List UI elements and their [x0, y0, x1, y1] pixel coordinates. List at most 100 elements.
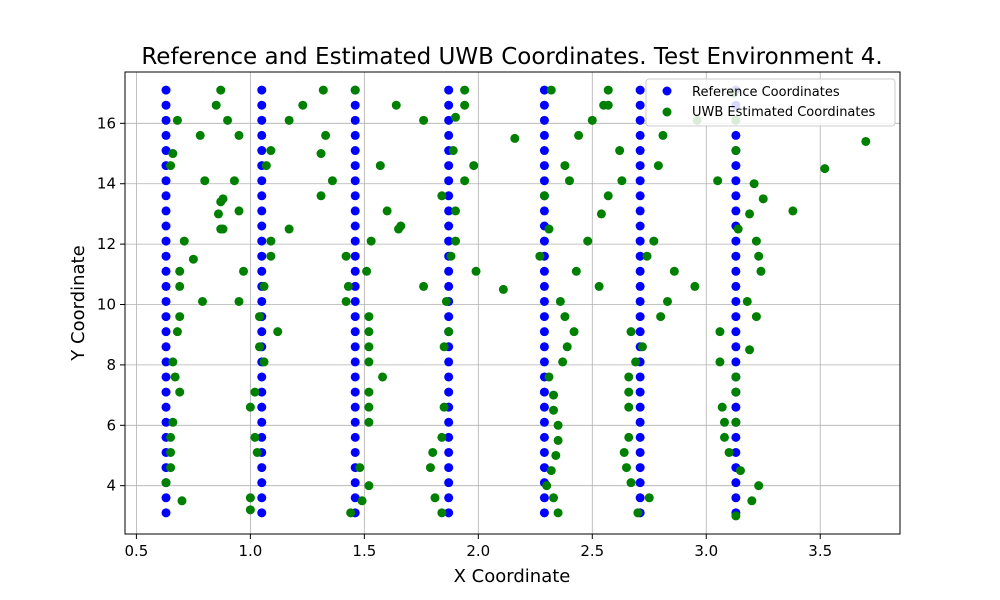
reference-point: [635, 387, 645, 397]
uwb-point: [166, 463, 176, 473]
y-tick-label: 16: [97, 114, 116, 132]
reference-point: [350, 221, 360, 231]
uwb-point: [624, 387, 634, 397]
reference-point: [731, 251, 741, 261]
reference-point: [161, 508, 171, 518]
reference-point: [635, 281, 645, 291]
reference-point: [350, 296, 360, 306]
reference-point: [257, 478, 267, 488]
reference-point: [161, 281, 171, 291]
reference-point: [161, 130, 171, 140]
reference-point: [350, 372, 360, 382]
reference-point: [161, 327, 171, 337]
uwb-point: [437, 432, 447, 442]
uwb-point: [460, 176, 470, 186]
reference-point: [350, 357, 360, 367]
uwb-point: [357, 496, 367, 506]
reference-point: [444, 432, 454, 442]
uwb-point: [195, 130, 205, 140]
reference-point: [444, 206, 454, 216]
uwb-point: [745, 209, 755, 219]
reference-point: [444, 221, 454, 231]
uwb-point: [216, 85, 226, 95]
reference-point: [444, 100, 454, 110]
uwb-point: [649, 236, 659, 246]
uwb-point: [259, 357, 269, 367]
reference-point: [350, 493, 360, 503]
uwb-point: [439, 342, 449, 352]
uwb-point: [719, 432, 729, 442]
uwb-point: [719, 417, 729, 427]
reference-point: [539, 508, 549, 518]
reference-point: [539, 161, 549, 171]
uwb-point: [594, 281, 604, 291]
reference-point: [539, 312, 549, 322]
reference-point: [444, 115, 454, 125]
reference-point: [444, 447, 454, 457]
uwb-point: [788, 206, 798, 216]
reference-point: [444, 161, 454, 171]
reference-point: [350, 478, 360, 488]
uwb-point: [437, 508, 447, 518]
uwb-point: [245, 402, 255, 412]
uwb-point: [820, 164, 830, 174]
reference-point: [539, 463, 549, 473]
y-tick-label: 12: [97, 235, 116, 253]
uwb-point: [724, 447, 734, 457]
reference-point: [444, 266, 454, 276]
reference-point: [444, 236, 454, 246]
reference-point: [635, 100, 645, 110]
reference-point: [635, 115, 645, 125]
y-axis-label: Y Coordinate: [68, 245, 89, 361]
reference-point: [539, 176, 549, 186]
uwb-point: [419, 115, 429, 125]
reference-point: [539, 206, 549, 216]
reference-point: [161, 236, 171, 246]
reference-point: [444, 176, 454, 186]
uwb-point: [284, 115, 294, 125]
uwb-point: [544, 224, 554, 234]
uwb-point: [553, 420, 563, 430]
uwb-point: [624, 402, 634, 412]
x-axis-label: X Coordinate: [454, 566, 571, 587]
uwb-point: [166, 161, 176, 171]
uwb-point: [364, 481, 374, 491]
uwb-point: [341, 296, 351, 306]
uwb-point: [460, 85, 470, 95]
reference-point: [350, 191, 360, 201]
y-tick-label: 14: [97, 175, 116, 193]
reference-point: [350, 281, 360, 291]
uwb-point: [166, 447, 176, 457]
uwb-point: [298, 100, 308, 110]
reference-point: [635, 478, 645, 488]
reference-point: [731, 357, 741, 367]
reference-point: [539, 146, 549, 156]
reference-point: [257, 417, 267, 427]
reference-point: [161, 342, 171, 352]
uwb-point: [747, 496, 757, 506]
uwb-point: [624, 432, 634, 442]
reference-point: [161, 372, 171, 382]
uwb-point: [428, 447, 438, 457]
uwb-point: [321, 130, 331, 140]
uwb-point: [175, 387, 185, 397]
reference-point: [350, 100, 360, 110]
uwb-point: [583, 236, 593, 246]
reference-point: [350, 387, 360, 397]
uwb-point: [346, 508, 356, 518]
uwb-point: [731, 146, 741, 156]
reference-point: [257, 85, 267, 95]
uwb-point: [637, 342, 647, 352]
uwb-point: [439, 402, 449, 412]
y-axis-ticks: 4 6 8 10 12 14 16: [97, 114, 125, 495]
uwb-point: [754, 251, 764, 261]
reference-point: [539, 130, 549, 140]
reference-point: [635, 447, 645, 457]
uwb-point: [216, 224, 226, 234]
uwb-point: [444, 327, 454, 337]
reference-point: [444, 357, 454, 367]
reference-point: [539, 432, 549, 442]
uwb-point: [715, 357, 725, 367]
uwb-point: [166, 432, 176, 442]
